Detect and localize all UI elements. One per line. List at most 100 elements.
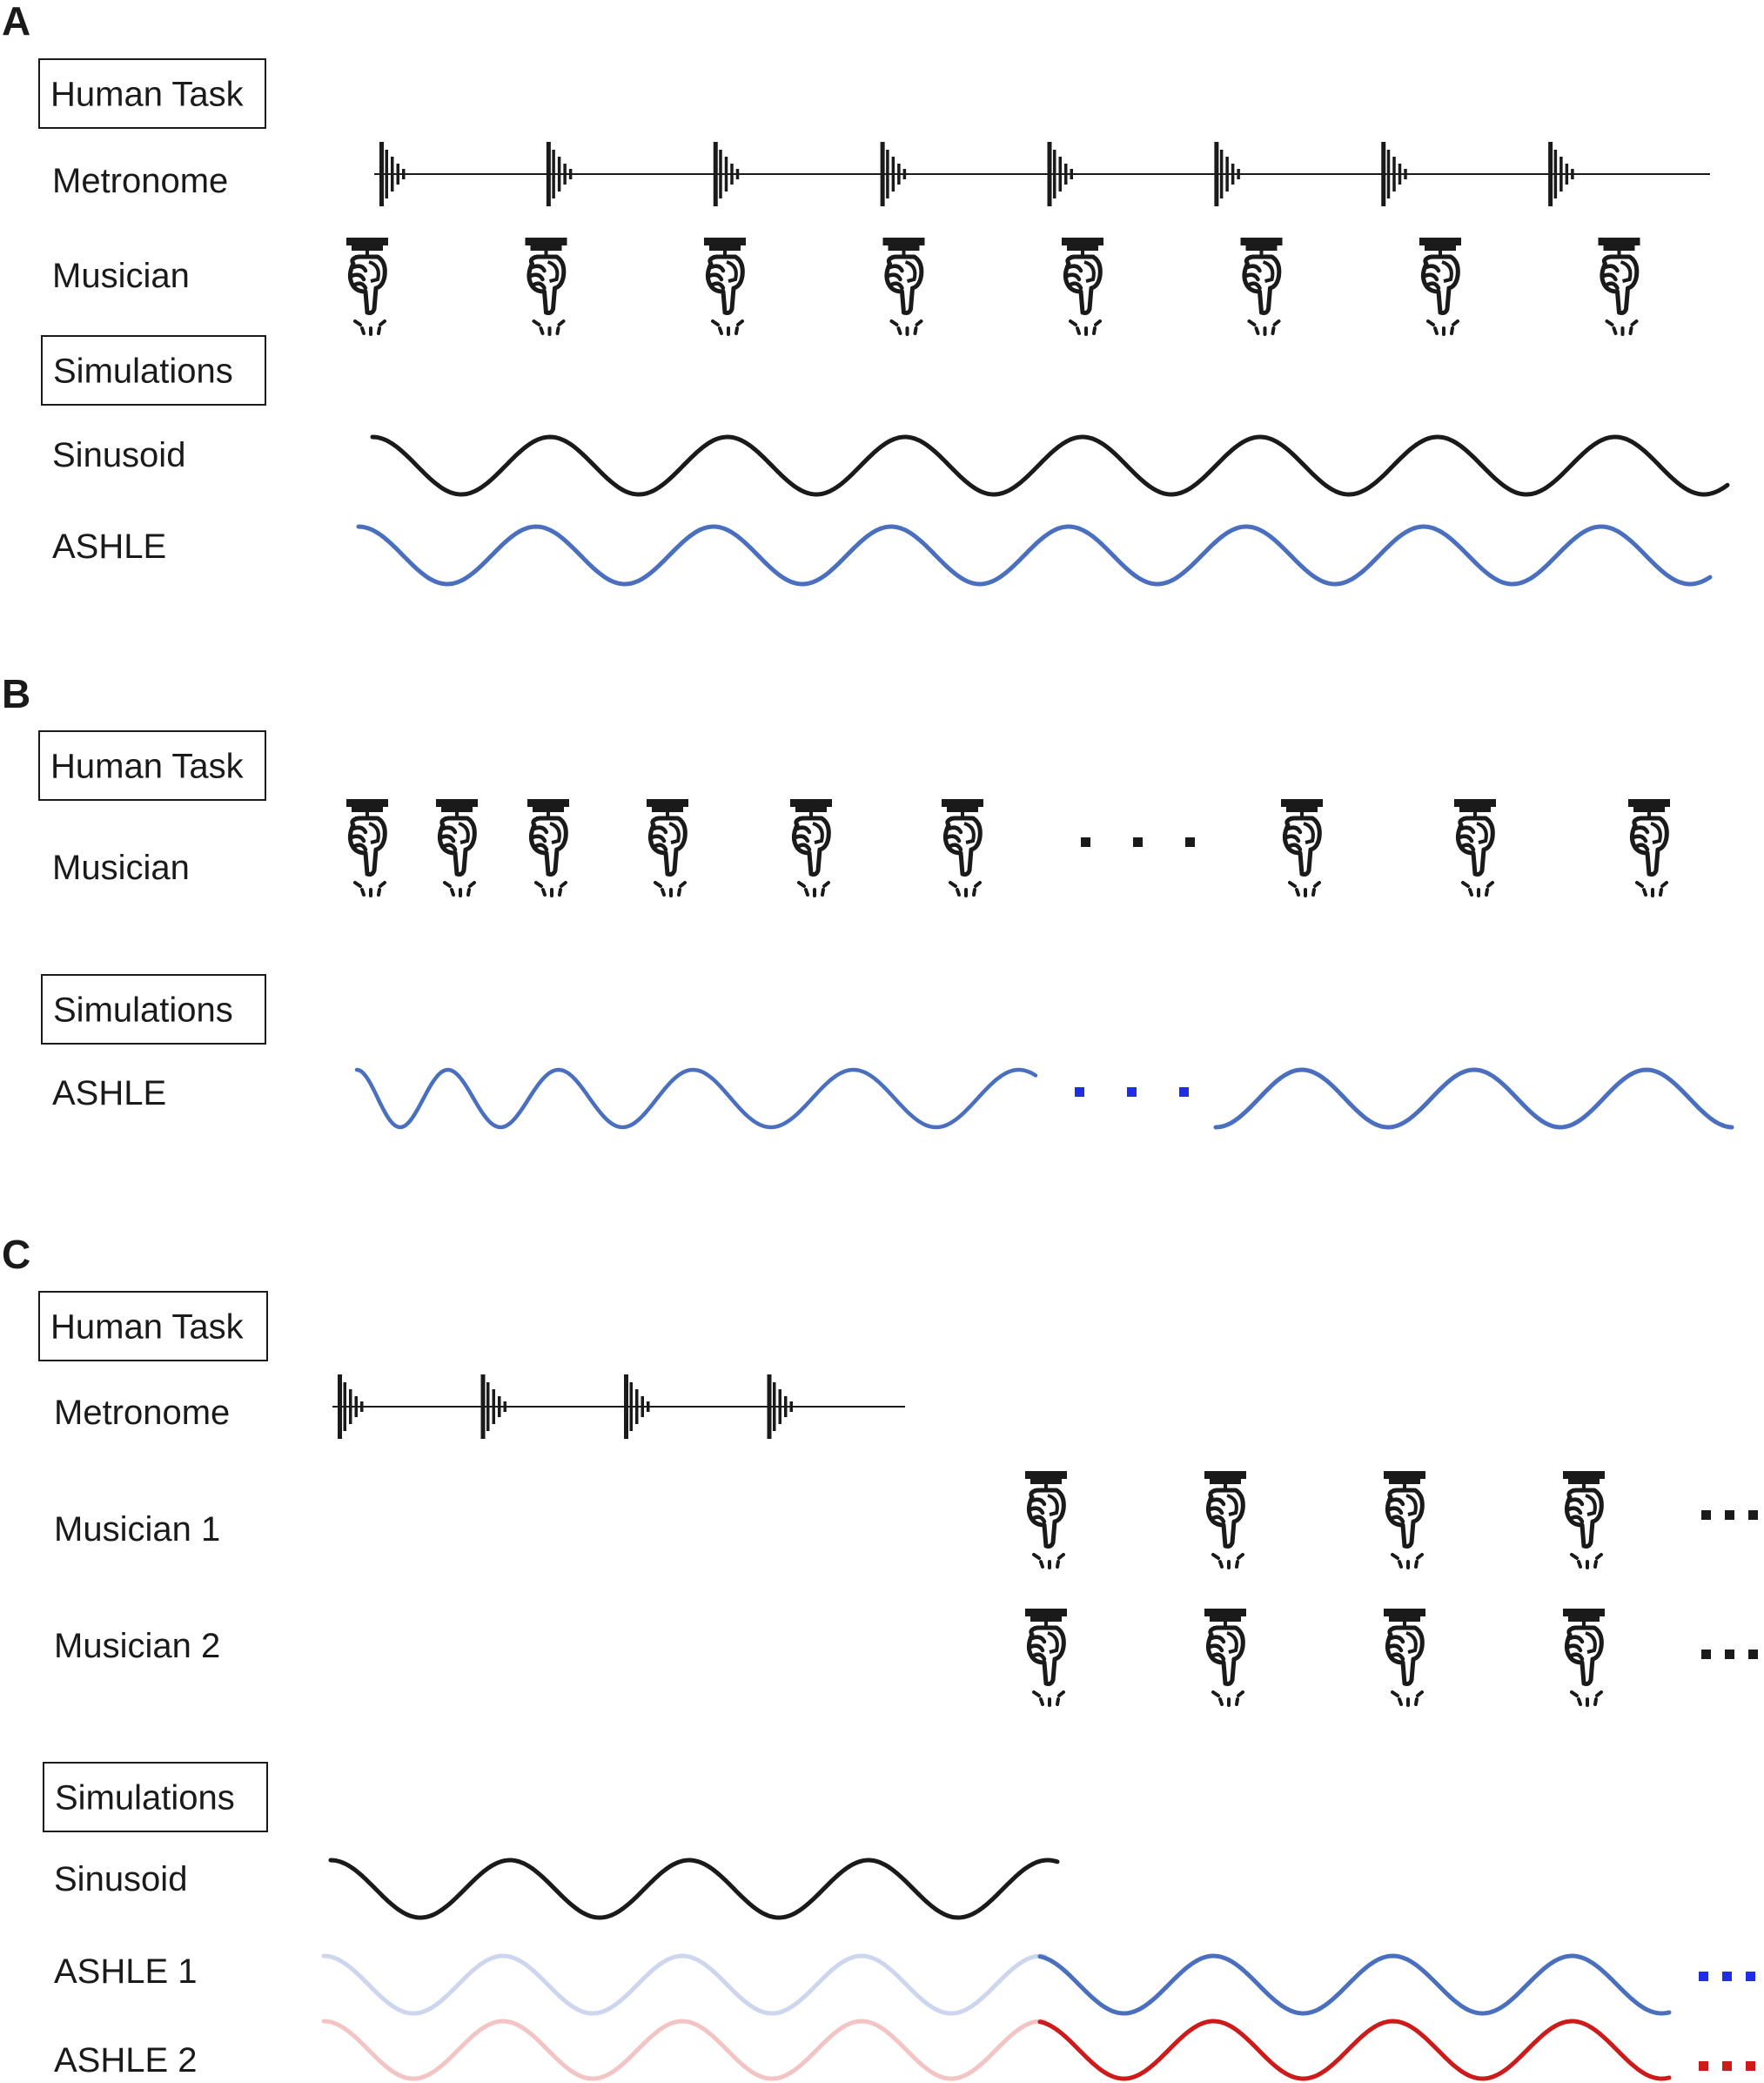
click-bar (1553, 150, 1558, 198)
metronome-click-icon (546, 142, 573, 206)
ashle2-wave-active (1037, 2019, 1672, 2081)
finger-tap-icon (647, 799, 688, 896)
click-bar (349, 1389, 352, 1424)
finger-tap-icon (1384, 1471, 1425, 1568)
finger-tap-icon (1241, 238, 1283, 334)
click-bar (1053, 150, 1056, 198)
click-bar (713, 142, 718, 206)
click-bar (886, 150, 889, 198)
click-bar (735, 169, 740, 179)
click-bar (492, 1389, 495, 1424)
row-label-sinusoid-c: Sinusoid (54, 1860, 187, 1898)
finger-tap-icon (1281, 799, 1323, 896)
ellipsis-black-c1 (1701, 1510, 1758, 1520)
row-label-ashle-a: ASHLE (52, 527, 166, 566)
metronome-click-icon (338, 1374, 364, 1439)
finger-tap-icon (942, 799, 983, 896)
box-human-task-a-frame (38, 58, 266, 129)
finger-tap-icon (1204, 1471, 1246, 1568)
ellipsis-dot (1179, 1087, 1189, 1097)
ellipsis-dot (1127, 1087, 1137, 1097)
click-bar (1404, 169, 1407, 179)
finger-tap-icon (1599, 238, 1640, 334)
metronome-click-icon (1381, 142, 1407, 206)
click-bar (1225, 157, 1229, 192)
row-label-musician-2: Musician 2 (54, 1627, 220, 1665)
click-bar (724, 157, 728, 192)
finger-tap-icon (346, 238, 388, 334)
click-bar (1214, 142, 1219, 206)
finger-tap-icon (1628, 799, 1670, 896)
metronome-click-icon (713, 142, 740, 206)
finger-tap-icon (1025, 1471, 1067, 1568)
click-bar (396, 164, 399, 185)
metronome-track-a (374, 142, 1710, 206)
row-label-metronome-c: Metronome (54, 1394, 230, 1432)
click-bar (486, 1382, 490, 1431)
finger-tap-icon (883, 238, 925, 334)
finger-tap-icon (1454, 799, 1496, 896)
box-simulations-a: Simulations (53, 353, 233, 391)
finger-tap-icon (346, 799, 388, 896)
click-bar (730, 164, 734, 185)
ellipsis-dot (1746, 1972, 1755, 1981)
click-bar (902, 169, 907, 179)
ellipsis-dot (1075, 1087, 1084, 1097)
box-human-task-a: Human Task (50, 76, 245, 114)
box-human-task-b-frame (38, 730, 266, 801)
click-bar (568, 169, 573, 179)
metronome-click-icon (1548, 142, 1574, 206)
finger-tap-icon (1204, 1609, 1246, 1705)
metronome-click-icon (1214, 142, 1240, 206)
click-bar (338, 1374, 342, 1439)
finger-tap-icon (1419, 238, 1461, 334)
click-bar (546, 142, 551, 206)
click-bar (1386, 150, 1391, 198)
ellipsis-dot (1748, 1650, 1758, 1659)
click-bar (1571, 169, 1574, 179)
ellipsis-dot (1725, 1650, 1734, 1659)
ellipsis-dot (1748, 1510, 1758, 1520)
click-bar (629, 1382, 633, 1431)
ellipsis-dot (1701, 1650, 1711, 1659)
metronome-click-icon (379, 142, 406, 206)
click-bar (880, 142, 885, 206)
box-simulations-c-frame (43, 1762, 268, 1832)
finger-tap-icon (1563, 1609, 1605, 1705)
click-bar (778, 1389, 781, 1424)
click-bar (1064, 164, 1068, 185)
ellipsis-red-c (1699, 2061, 1755, 2071)
box-simulations-c: Simulations (55, 1779, 235, 1818)
ellipsis-dot (1699, 1972, 1708, 1981)
click-bar (343, 1382, 346, 1431)
metronome-click-icon (1047, 142, 1073, 206)
row-label-metronome-a: Metronome (52, 162, 228, 200)
metronome-click-icon (880, 142, 907, 206)
row-label-ashle-2: ASHLE 2 (54, 2041, 198, 2080)
click-bar (635, 1389, 639, 1424)
click-bar (719, 150, 722, 198)
row-label-ashle-b: ASHLE (52, 1074, 166, 1112)
click-bar (1058, 157, 1062, 192)
click-bar (647, 1401, 650, 1412)
box-simulations-a-frame (41, 335, 266, 406)
finger-tap-icon (1025, 1609, 1067, 1705)
sinusoid-wave-c (328, 1858, 1060, 1920)
row-label-sinusoid-a: Sinusoid (52, 436, 185, 474)
metronome-click-icon (480, 1374, 506, 1439)
ellipsis-black-b (1081, 837, 1195, 847)
ellipsis-dot (1722, 2061, 1732, 2071)
finger-tap-icon (704, 238, 746, 334)
click-bar (773, 1382, 776, 1431)
click-bar (1237, 169, 1240, 179)
click-bar (891, 157, 895, 192)
click-bar (789, 1401, 793, 1412)
finger-tap-icon (1384, 1609, 1425, 1705)
sinusoid-wave-a (370, 434, 1730, 497)
box-simulations-b: Simulations (53, 991, 233, 1030)
ellipsis-black-c2 (1701, 1650, 1758, 1659)
row-label-musician-1: Musician 1 (54, 1510, 220, 1549)
panel-letter-a: A (2, 0, 30, 44)
finger-tap-icon (1062, 238, 1103, 334)
